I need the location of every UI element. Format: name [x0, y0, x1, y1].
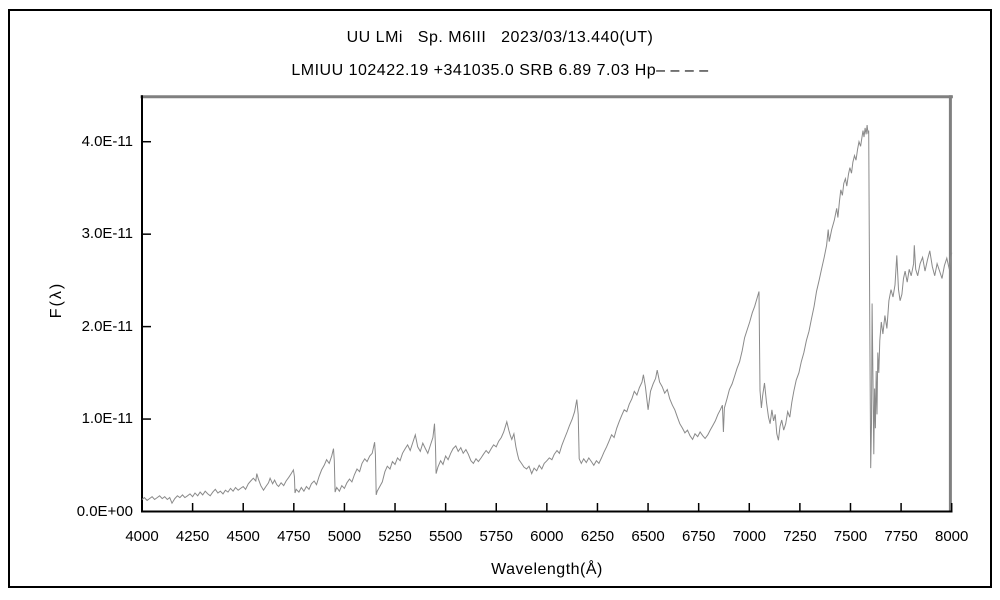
chart-title: UU LMi Sp. M6III 2023/03/13.440(UT): [346, 29, 654, 46]
x-tick-label: 5750: [479, 528, 513, 545]
x-tick-label: 5000: [327, 528, 362, 545]
x-tick-label: 6250: [580, 528, 615, 545]
x-axis-label: Wavelength(Å): [491, 561, 603, 578]
y-tick-label: 0.0E+00: [76, 502, 133, 520]
y-axis-label: F(λ): [48, 281, 65, 319]
x-tick-label: 6750: [681, 528, 716, 545]
chart-subtitle: LMIUU 102422.19 +341035.0 SRB 6.89 7.03 …: [291, 62, 709, 79]
x-tick-label: 5500: [428, 528, 463, 545]
x-tick-label: 7750: [884, 528, 918, 545]
x-tick-label: 4250: [175, 528, 210, 545]
x-tick-label: 8000: [935, 528, 969, 545]
y-tick-label: 2.0E-11: [81, 317, 133, 335]
y-tick-label: 3.0E-11: [81, 225, 133, 243]
figure-border: [8, 9, 992, 588]
x-tick-label: 7500: [833, 528, 868, 545]
x-tick-label: 7250: [783, 528, 817, 545]
x-tick-label: 4000: [125, 528, 159, 545]
x-tick-label: 6500: [631, 528, 665, 545]
x-tick-label: 6000: [530, 528, 564, 545]
y-tick-label: 4.0E-11: [81, 132, 133, 150]
spectrum-line: [141, 125, 953, 505]
y-tick-label: 1.0E-11: [81, 410, 133, 428]
x-tick-label: 4750: [277, 528, 311, 545]
x-tick-label: 7000: [732, 528, 766, 545]
x-tick-label: 5250: [378, 528, 412, 545]
x-tick-label: 4500: [226, 528, 260, 545]
